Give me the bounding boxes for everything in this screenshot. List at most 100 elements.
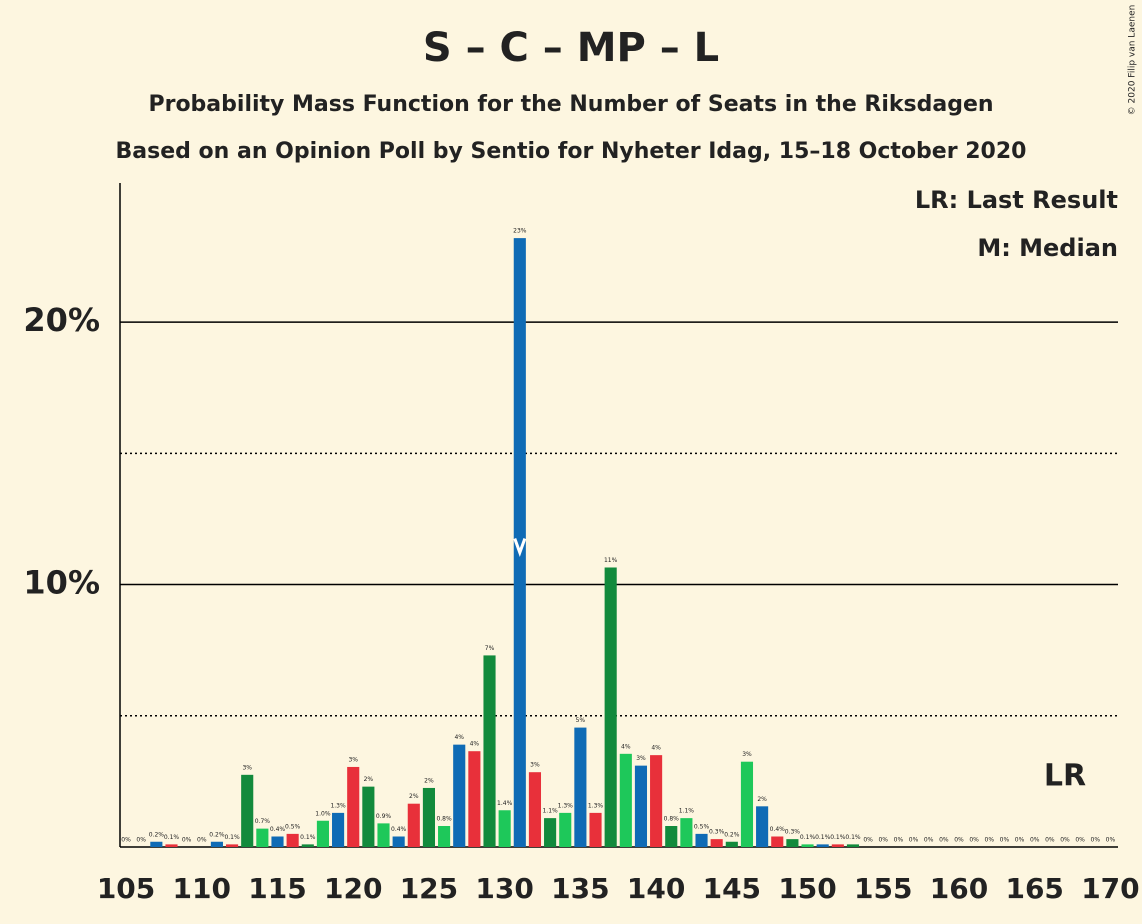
bar <box>756 806 769 847</box>
value-label: 1.4% <box>497 800 513 807</box>
bar <box>483 655 496 847</box>
value-label: 0% <box>121 837 131 844</box>
bar <box>332 812 345 847</box>
value-label: 0% <box>1000 837 1010 844</box>
value-label: 0.1% <box>800 834 816 841</box>
bar <box>301 844 314 847</box>
bar <box>695 833 708 847</box>
x-tick-label: 115 <box>248 872 306 905</box>
x-tick-label: 105 <box>97 872 155 905</box>
value-label: 0.9% <box>376 813 392 820</box>
value-label: 2% <box>757 796 767 803</box>
value-label: 1.1% <box>679 808 695 815</box>
value-label: 0% <box>1060 837 1070 844</box>
value-label: 0.1% <box>815 834 831 841</box>
value-label: 0.5% <box>694 823 710 830</box>
x-tick-label: 125 <box>400 872 458 905</box>
value-label: 1.1% <box>542 808 558 815</box>
x-tick-label: 155 <box>854 872 912 905</box>
value-label: 4% <box>621 743 631 750</box>
bar <box>816 844 829 847</box>
value-label: 1.3% <box>330 802 346 809</box>
last-result-label: LR <box>1044 759 1086 794</box>
value-label: 0.5% <box>285 823 301 830</box>
x-tick-label: 165 <box>1005 872 1063 905</box>
bar <box>513 238 526 847</box>
bar <box>165 844 178 847</box>
value-label: 0% <box>985 837 995 844</box>
value-label: 1.3% <box>588 802 604 809</box>
bar <box>589 812 602 847</box>
value-label: 0.1% <box>845 834 861 841</box>
chart-subtitle: Based on an Opinion Poll by Sentio for N… <box>116 139 1027 164</box>
bar <box>468 751 481 847</box>
value-label: 3% <box>530 762 540 769</box>
x-tick-label: 150 <box>778 872 836 905</box>
bar <box>498 810 511 847</box>
value-label: 1.0% <box>315 810 331 817</box>
value-label: 0% <box>1075 837 1085 844</box>
copyright: © 2020 Filip van Laenen <box>1128 5 1138 116</box>
legend-text: LR: Last Result <box>915 186 1118 214</box>
value-label: 4% <box>470 741 480 748</box>
value-label: 0% <box>909 837 919 844</box>
value-label: 0% <box>1015 837 1025 844</box>
bar <box>256 828 269 847</box>
value-label: 0.4% <box>391 826 407 833</box>
value-label: 3% <box>242 764 252 771</box>
value-label: 0% <box>878 837 888 844</box>
x-tick-label: 130 <box>475 872 533 905</box>
value-label: 11% <box>604 557 618 564</box>
value-label: 0.1% <box>224 834 240 841</box>
value-label: 0% <box>197 837 207 844</box>
x-tick-label: 110 <box>173 872 231 905</box>
x-tick-label: 145 <box>703 872 761 905</box>
bar <box>544 818 557 847</box>
bar <box>604 567 617 847</box>
bar <box>801 844 814 847</box>
bar <box>438 826 451 847</box>
x-tick-label: 170 <box>1081 872 1139 905</box>
bar <box>286 833 299 847</box>
value-label: 0% <box>1045 837 1055 844</box>
bar <box>347 766 360 847</box>
value-label: 23% <box>513 228 527 235</box>
value-label: 0% <box>939 837 949 844</box>
value-label: 0.8% <box>664 816 680 823</box>
value-label: 2% <box>364 776 374 783</box>
value-label: 7% <box>485 645 495 652</box>
value-label: 0.3% <box>709 829 725 836</box>
value-label: 0.4% <box>770 826 786 833</box>
value-label: 3% <box>742 751 752 758</box>
bar <box>453 744 466 847</box>
chart-subtitle: Probability Mass Function for the Number… <box>148 92 993 117</box>
bar <box>665 826 678 847</box>
value-label: 0.2% <box>724 831 740 838</box>
value-label: 4% <box>454 734 464 741</box>
bar <box>710 839 723 847</box>
x-tick-label: 135 <box>551 872 609 905</box>
value-label: 5% <box>576 717 586 724</box>
chart-title: S – C – MP – L <box>423 25 719 71</box>
bar <box>725 841 738 847</box>
bar <box>271 836 284 847</box>
value-label: 0.1% <box>300 834 316 841</box>
value-label: 0.1% <box>830 834 846 841</box>
median-marker <box>513 538 527 557</box>
value-label: 0% <box>1091 837 1101 844</box>
bar <box>831 844 844 847</box>
value-label: 0% <box>136 837 146 844</box>
bar <box>150 841 163 847</box>
value-label: 0% <box>924 837 934 844</box>
value-label: 0.4% <box>270 826 286 833</box>
bar <box>422 787 435 847</box>
value-label: 2% <box>409 793 419 800</box>
value-label: 0% <box>182 837 192 844</box>
y-tick-label: 10% <box>23 564 100 602</box>
bar <box>559 812 572 847</box>
value-label: 0% <box>969 837 979 844</box>
bar <box>528 772 542 847</box>
bar <box>210 841 223 847</box>
bar <box>650 755 663 847</box>
